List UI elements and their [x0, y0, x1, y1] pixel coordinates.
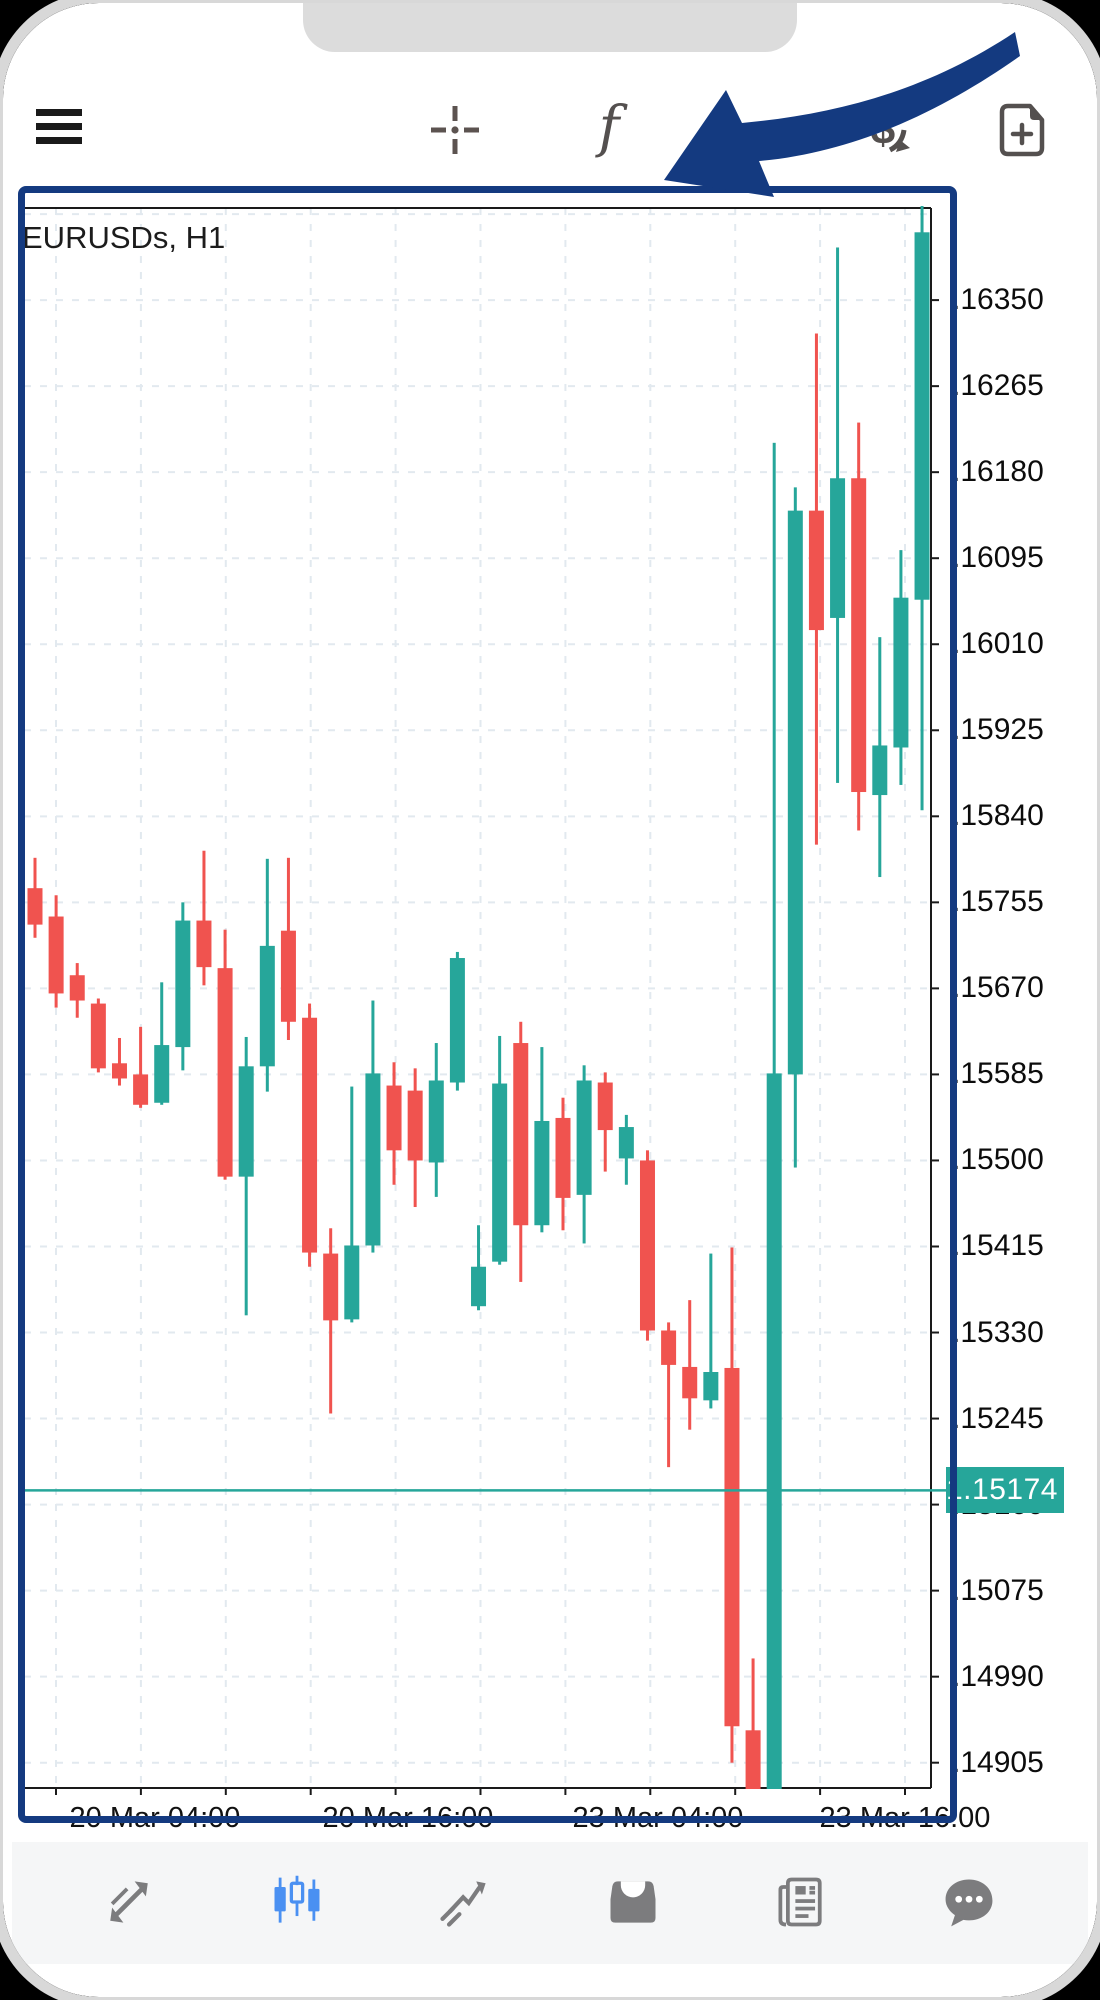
price-axis-label: .14905	[952, 1745, 1044, 1779]
new-order-button[interactable]	[990, 98, 1054, 162]
menu-button[interactable]	[28, 96, 92, 160]
svg-text:f: f	[595, 98, 629, 160]
crosshair-button[interactable]	[423, 98, 487, 162]
chart-symbol-label: EURUSDs, H1	[22, 220, 226, 255]
price-axis-label: .15415	[952, 1229, 1044, 1263]
phone-notch	[303, 0, 797, 52]
time-axis-label: 20 Mar 04:00	[69, 1802, 241, 1834]
price-axis-label: .16180	[952, 455, 1044, 489]
nav-quotes-button[interactable]	[99, 1872, 159, 1932]
nav-news-button[interactable]	[771, 1872, 831, 1932]
news-icon	[771, 1877, 831, 1935]
nav-trade-button[interactable]	[435, 1872, 495, 1932]
crosshair-icon	[423, 106, 487, 165]
charts-icon	[267, 1875, 327, 1935]
price-axis-label: .16095	[952, 541, 1044, 575]
price-axis-label: .16265	[952, 369, 1044, 403]
trade-icon	[435, 1881, 495, 1935]
new-order-icon	[990, 103, 1054, 165]
price-axis-label: .14990	[952, 1659, 1044, 1693]
price-axis-label: .15840	[952, 799, 1044, 833]
current-price-badge: 1.15174	[946, 1467, 1064, 1514]
price-axis-label: .15670	[952, 971, 1044, 1005]
price-axis-label: .15245	[952, 1401, 1044, 1435]
quotes-exchange-button[interactable]: $	[850, 98, 914, 162]
messages-icon	[939, 1879, 999, 1935]
price-axis-label: .15755	[952, 885, 1044, 919]
indicators-button[interactable]: f	[575, 95, 639, 165]
bottom-nav-bar	[12, 1842, 1088, 1964]
price-axis-label: .15075	[952, 1573, 1044, 1607]
price-axis-label: .15500	[952, 1143, 1044, 1177]
menu-icon	[28, 109, 92, 163]
quotes-icon	[99, 1881, 159, 1935]
nav-history-button[interactable]	[603, 1872, 663, 1932]
nav-messages-button[interactable]	[939, 1872, 999, 1932]
time-axis-label: 23 Mar 16:00	[819, 1802, 991, 1834]
price-axis-label: .15585	[952, 1057, 1044, 1091]
history-icon	[603, 1881, 663, 1935]
price-axis-label: .15925	[952, 713, 1044, 747]
price-axis-label: .16010	[952, 627, 1044, 661]
time-axis-label: 23 Mar 04:00	[572, 1802, 744, 1834]
price-axis-label: .15330	[952, 1315, 1044, 1349]
currency-exchange-icon: $	[850, 105, 914, 165]
function-icon: f	[575, 95, 639, 165]
time-axis-label: 20 Mar 16:00	[322, 1802, 494, 1834]
price-axis-label: .16350	[952, 283, 1044, 317]
nav-charts-button[interactable]	[267, 1872, 327, 1932]
